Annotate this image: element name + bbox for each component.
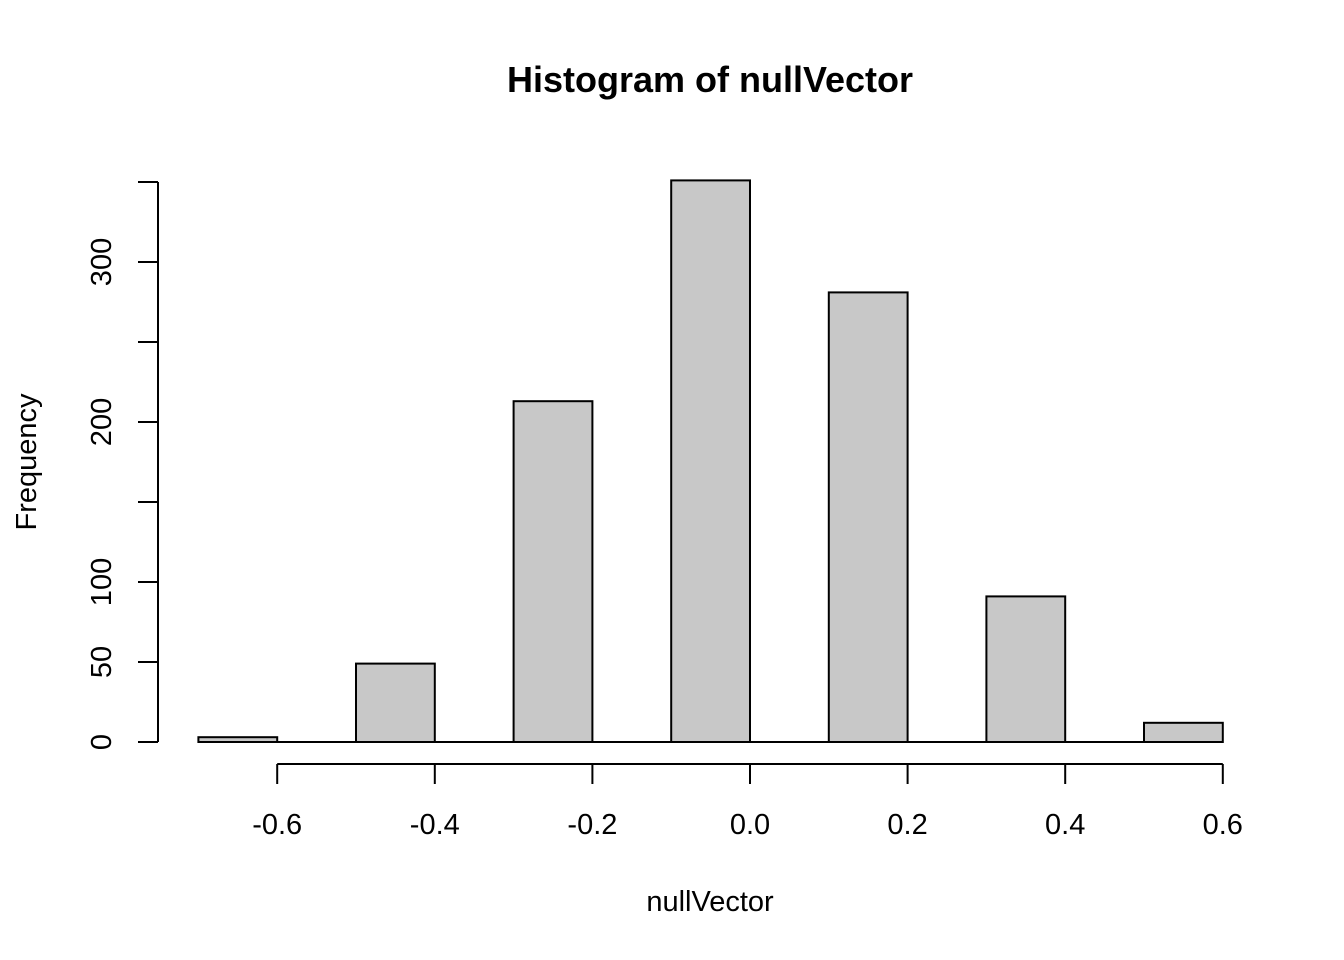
histogram-bar — [827, 291, 909, 743]
y-tick-label: 300 — [86, 238, 118, 286]
y-axis-label: Frequency — [11, 393, 43, 531]
y-tick-label: 200 — [86, 398, 118, 446]
x-tick-label: 0.2 — [887, 809, 927, 841]
y-tick-label: 100 — [86, 558, 118, 606]
x-tick-label: -0.4 — [410, 809, 460, 841]
x-tick-label: -0.2 — [567, 809, 617, 841]
x-tick-label: 0.4 — [1045, 809, 1085, 841]
x-tick-label: 0.6 — [1203, 809, 1243, 841]
y-axis: 0 50 100 200 300 — [86, 181, 159, 750]
y-tick-label: 50 — [86, 646, 118, 678]
bars-group — [197, 179, 1224, 744]
y-tick-label: 0 — [86, 734, 118, 750]
x-axis-label: nullVector — [646, 886, 774, 918]
chart-title: Histogram of nullVector — [507, 59, 913, 100]
histogram-bar — [670, 179, 752, 743]
histogram-bar — [985, 595, 1067, 744]
x-axis: -0.6 -0.4 -0.2 0.0 0.2 0.4 0.6 — [252, 763, 1243, 841]
x-tick-label: 0.0 — [730, 809, 770, 841]
histogram-bar — [512, 400, 594, 743]
histogram-bar — [1143, 721, 1224, 743]
histogram-bar — [355, 662, 436, 743]
x-tick-label: -0.6 — [252, 809, 302, 841]
